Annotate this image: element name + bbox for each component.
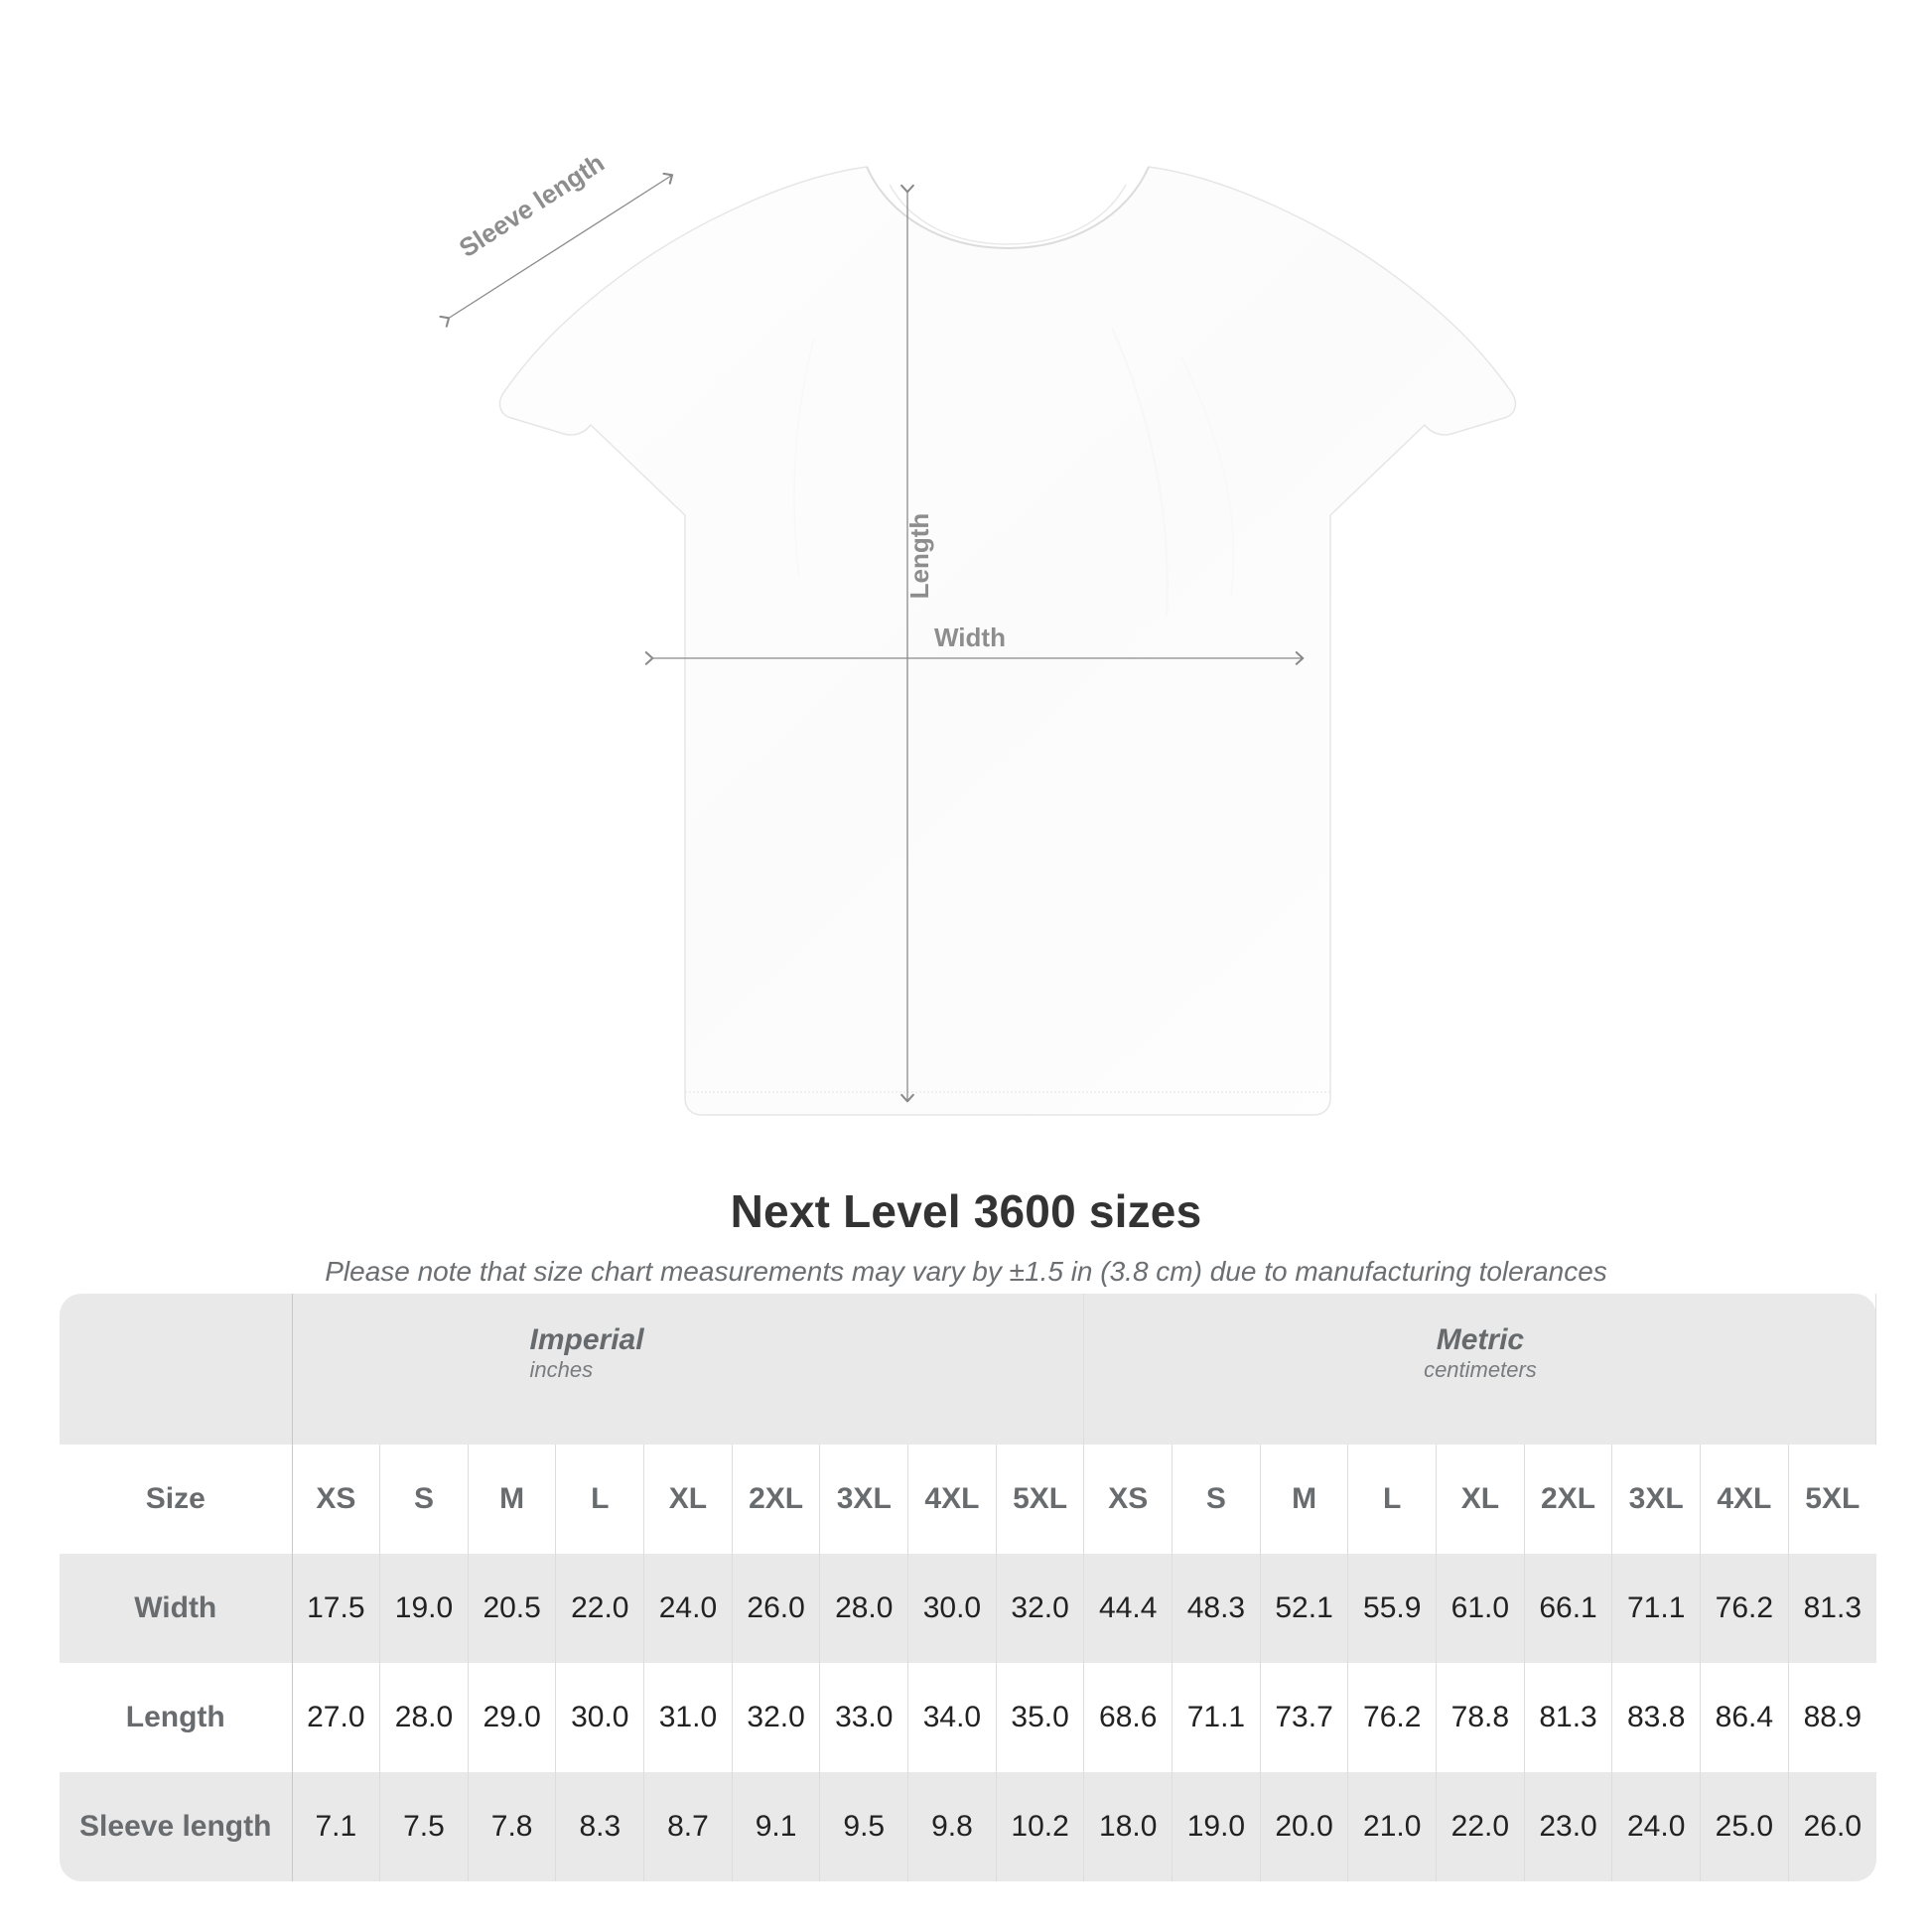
svg-text:Length: Length (904, 513, 934, 600)
svg-text:Width: Width (934, 622, 1006, 652)
svg-text:Sleeve length: Sleeve length (454, 148, 610, 263)
